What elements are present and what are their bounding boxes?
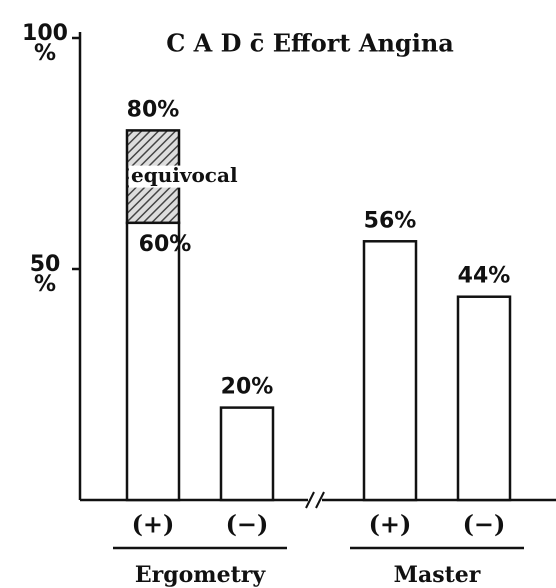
- axis-break: [315, 491, 325, 509]
- data-label: 60%: [139, 232, 192, 257]
- bar: [362, 240, 418, 502]
- data-label: 56%: [364, 208, 417, 233]
- data-label: 44%: [458, 264, 511, 289]
- group-label: Ergometry: [135, 562, 266, 588]
- axis-break-gap: [308, 496, 322, 504]
- y-tick-label: 50 %: [29, 252, 61, 297]
- x-tick-label: (+): [369, 510, 412, 539]
- x-tick-label: (+): [132, 510, 175, 539]
- bar: [456, 295, 512, 502]
- x-tick-label: (−): [463, 510, 506, 539]
- bar: [219, 406, 275, 502]
- segment-label: equivocal: [131, 163, 238, 187]
- data-label: 20%: [221, 375, 274, 400]
- x-tick-label: (−): [226, 510, 269, 539]
- axis-break: [305, 491, 315, 509]
- y-tick-label: 100 %: [22, 21, 68, 66]
- annotation: 80%: [127, 97, 180, 122]
- chart-title: C A D c̄ Effort Angina: [166, 29, 454, 58]
- bar: [125, 221, 181, 502]
- label-backing: [129, 165, 279, 188]
- group-label: Master: [394, 562, 481, 588]
